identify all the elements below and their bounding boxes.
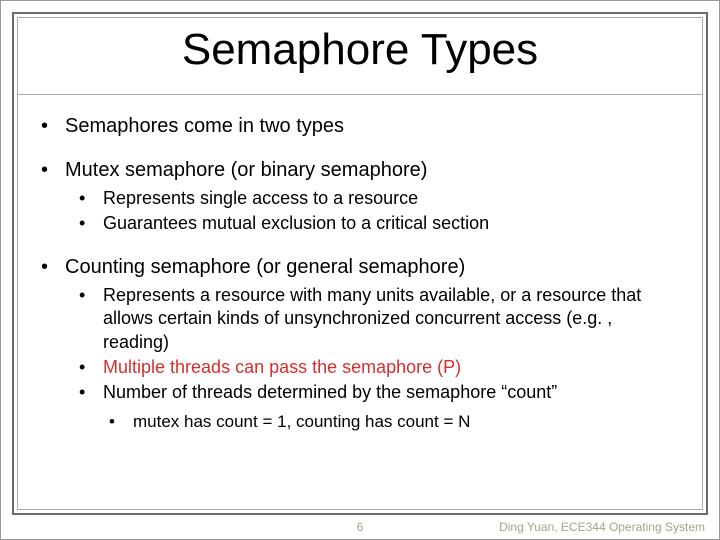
- bullet-marker: •: [41, 157, 65, 183]
- bullet-marker: •: [109, 411, 133, 433]
- bullet-lvl1: • Mutex semaphore (or binary semaphore) …: [41, 157, 681, 236]
- title-divider: [17, 94, 703, 95]
- bullet-lvl2: • Represents a resource with many units …: [79, 284, 681, 354]
- bullet-text: Mutex semaphore (or binary semaphore): [65, 157, 427, 183]
- bullet-marker: •: [79, 381, 103, 404]
- bullet-marker: •: [41, 113, 65, 139]
- footer-attribution: Ding Yuan, ECE344 Operating System: [499, 520, 705, 534]
- bullet-marker: •: [41, 254, 65, 280]
- bullet-lvl1: • Counting semaphore (or general semapho…: [41, 254, 681, 433]
- bullet-text: Guarantees mutual exclusion to a critica…: [103, 212, 489, 235]
- bullet-text: Counting semaphore (or general semaphore…: [65, 254, 465, 280]
- bullet-text: Number of threads determined by the sema…: [103, 381, 557, 404]
- bullet-lvl1: • Semaphores come in two types: [41, 113, 681, 139]
- bullet-marker: •: [79, 356, 103, 379]
- slide: Semaphore Types • Semaphores come in two…: [0, 0, 720, 540]
- bullet-lvl2: • Represents single access to a resource: [79, 187, 681, 210]
- bullet-text: Semaphores come in two types: [65, 113, 344, 139]
- bullet-lvl3: • mutex has count = 1, counting has coun…: [109, 411, 681, 433]
- slide-title: Semaphore Types: [1, 25, 719, 75]
- bullet-text: Represents a resource with many units av…: [103, 284, 681, 354]
- bullet-lvl2: • Multiple threads can pass the semaphor…: [79, 356, 681, 379]
- bullet-text-highlight: Multiple threads can pass the semaphore …: [103, 356, 461, 379]
- bullet-marker: •: [79, 187, 103, 210]
- slide-content: • Semaphores come in two types • Mutex s…: [41, 113, 681, 451]
- bullet-lvl2: • Number of threads determined by the se…: [79, 381, 681, 432]
- bullet-text: Represents single access to a resource: [103, 187, 418, 210]
- bullet-lvl2: • Guarantees mutual exclusion to a criti…: [79, 212, 681, 235]
- bullet-text: mutex has count = 1, counting has count …: [133, 411, 470, 433]
- bullet-marker: •: [79, 284, 103, 354]
- bullet-marker: •: [79, 212, 103, 235]
